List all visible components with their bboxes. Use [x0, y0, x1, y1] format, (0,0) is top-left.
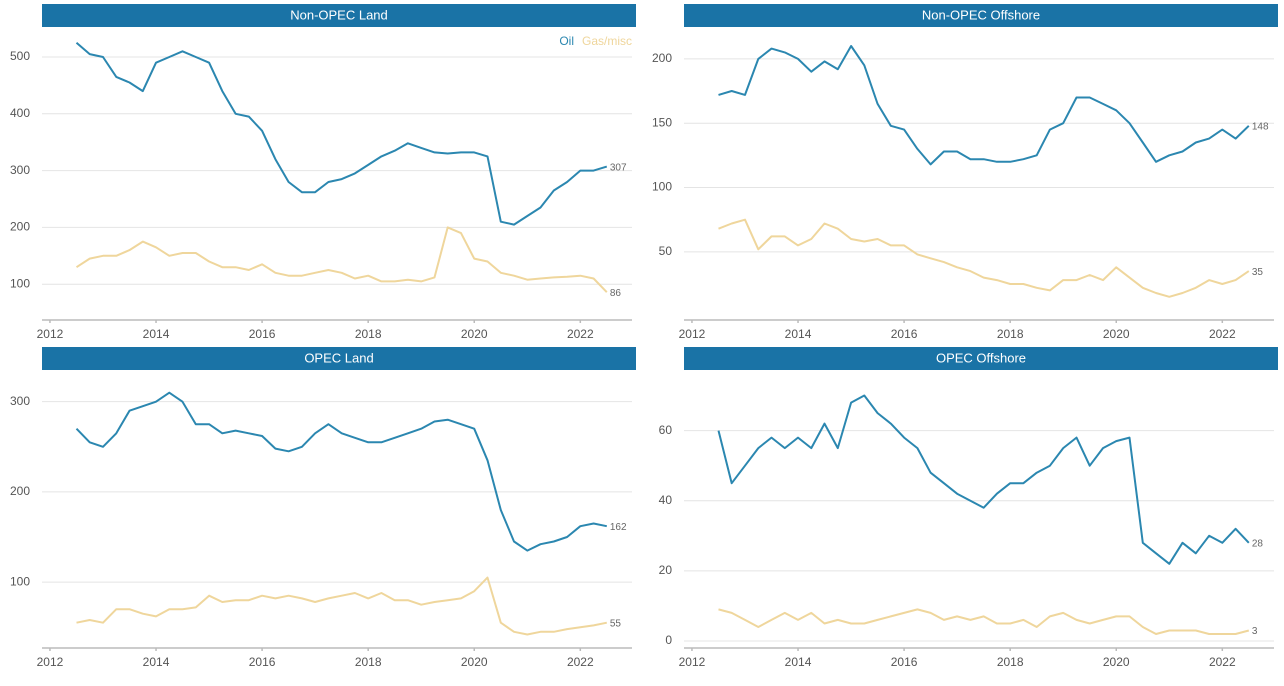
y-tick-label: 100	[652, 180, 672, 194]
series-line	[718, 45, 1250, 166]
x-tick-label: 2020	[1103, 655, 1130, 669]
x-tick-label: 2014	[785, 327, 812, 341]
y-tick-label: 50	[659, 244, 673, 258]
x-tick-label: 2016	[891, 655, 918, 669]
x-tick-label: 2014	[143, 655, 170, 669]
x-tick-label: 2018	[997, 655, 1024, 669]
y-tick-label: 300	[10, 394, 30, 408]
x-tick-label: 2022	[1209, 327, 1236, 341]
series-line	[718, 218, 1250, 298]
x-tick-label: 2012	[37, 327, 64, 341]
y-tick-label: 500	[10, 49, 30, 63]
panel-header	[684, 347, 1278, 370]
panel-header	[42, 347, 636, 370]
panel-title: OPEC Offshore	[936, 350, 1026, 365]
series-line	[75, 391, 608, 552]
series-line	[718, 608, 1250, 635]
end-value-label: 28	[1252, 538, 1264, 549]
y-tick-label: 100	[10, 574, 30, 588]
panel-header	[684, 4, 1278, 27]
x-tick-label: 2012	[679, 327, 706, 341]
x-tick-label: 2022	[567, 655, 594, 669]
series-line	[75, 226, 608, 293]
panel-title: Non-OPEC Offshore	[922, 7, 1040, 22]
x-tick-label: 2012	[37, 655, 64, 669]
y-tick-label: 0	[665, 633, 672, 647]
chart-panel: Non-OPEC Offshore 50 100 150 200 2012 2014 2016…	[652, 4, 1278, 341]
end-value-label: 3	[1252, 626, 1258, 637]
y-tick-label: 400	[10, 106, 30, 120]
y-tick-label: 200	[652, 51, 672, 65]
x-tick-label: 2022	[567, 327, 594, 341]
x-tick-label: 2022	[1209, 655, 1236, 669]
legend-label: Gas/misc	[582, 34, 632, 48]
x-tick-label: 2014	[785, 655, 812, 669]
y-tick-label: 150	[652, 115, 672, 129]
x-tick-label: 2020	[1103, 327, 1130, 341]
end-value-label: 148	[1252, 121, 1269, 132]
x-tick-label: 2016	[249, 327, 276, 341]
y-tick-label: 40	[659, 493, 673, 507]
x-tick-label: 2018	[355, 655, 382, 669]
chart-panel: Non-OPEC Land 100 200 300 400 500 2012 2014 2016…	[10, 4, 636, 341]
y-tick-label: 200	[10, 220, 30, 234]
x-tick-label: 2014	[143, 327, 170, 341]
chart-panel: OPEC Offshore 0 20 40 60 2012 2014 2016 2018 2020…	[659, 347, 1278, 669]
x-tick-label: 2016	[891, 327, 918, 341]
end-value-label: 35	[1252, 267, 1264, 278]
panel-title: Non-OPEC Land	[290, 7, 388, 22]
x-tick-label: 2020	[461, 655, 488, 669]
x-tick-label: 2018	[355, 327, 382, 341]
end-value-label: 86	[610, 288, 622, 299]
y-tick-label: 60	[659, 423, 673, 437]
series-line	[717, 394, 1250, 565]
panel-title: OPEC Land	[304, 350, 373, 365]
end-value-label: 55	[610, 618, 622, 629]
panel-header	[42, 4, 636, 27]
legend-label: Oil	[559, 34, 574, 48]
y-tick-label: 100	[10, 276, 30, 290]
y-tick-label: 200	[10, 484, 30, 498]
x-tick-label: 2020	[461, 327, 488, 341]
y-tick-label: 20	[659, 563, 673, 577]
y-tick-label: 300	[10, 163, 30, 177]
x-tick-label: 2016	[249, 655, 276, 669]
series-line	[75, 42, 608, 226]
series-line	[76, 576, 608, 636]
x-tick-label: 2018	[997, 327, 1024, 341]
end-value-label: 307	[610, 162, 627, 173]
end-value-label: 162	[610, 522, 627, 533]
x-tick-label: 2012	[679, 655, 706, 669]
chart-panel: OPEC Land 100 200 300 2012 2014 2016 2018 2020 20…	[10, 347, 636, 669]
